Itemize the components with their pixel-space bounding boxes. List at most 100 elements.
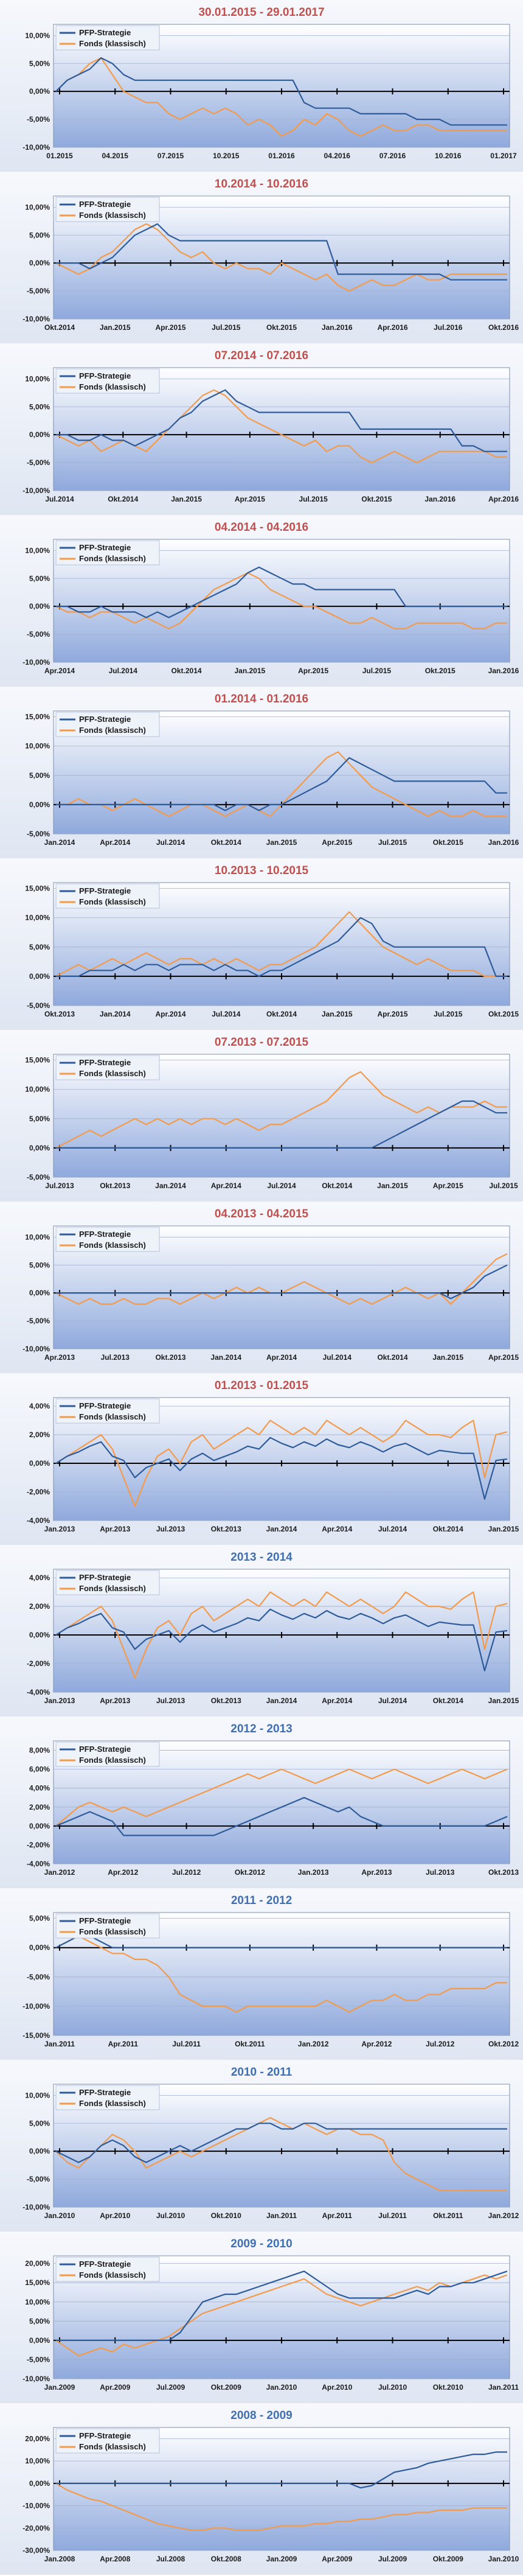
- y-tick-label: 10,00%: [25, 742, 50, 751]
- y-tick-label: -4,00%: [27, 1860, 50, 1868]
- y-tick-label: -4,00%: [27, 1688, 50, 1696]
- y-tick-label: -5,00%: [27, 1973, 50, 1981]
- x-tick-label: Okt.2014: [377, 1353, 407, 1362]
- series-line-pfp-strategie: [56, 1264, 508, 1300]
- y-tick-label: 5,00%: [29, 2317, 50, 2325]
- x-tick-label: Okt.2012: [235, 1868, 265, 1877]
- y-tick-label: 10,00%: [25, 2091, 50, 2099]
- y-tick-label: 5,00%: [29, 231, 50, 239]
- x-tick-label: Apr.2008: [100, 2555, 130, 2563]
- chart-title: 2012 - 2013: [230, 1723, 292, 1735]
- x-tick-label: Okt.2013: [155, 1353, 185, 1362]
- y-tick-label: 5,00%: [29, 59, 50, 68]
- series-line-fonds-klassisch: [55, 1419, 508, 1507]
- x-tick-label: Okt.2010: [211, 2211, 241, 2220]
- series-line-pfp-strategie: [55, 1935, 507, 1948]
- chart-panel: 2012 - 2013 8,00% 6,00% 4,00% 2,00% 0,00% -2,0…: [0, 1717, 523, 1888]
- legend-label: PFP-Strategie: [79, 2088, 131, 2097]
- chart-panel: 2010 - 2011 10,00% 5,00% 0,00% -5,00% -10,00%…: [0, 2060, 523, 2231]
- y-tick-label: -5,00%: [27, 630, 50, 639]
- x-tick-label: Jan.2011: [44, 2040, 75, 2048]
- y-tick-label: -10,00%: [23, 1345, 50, 1353]
- x-tick-label: Apr.2013: [361, 1868, 392, 1877]
- legend-label: PFP-Strategie: [79, 543, 131, 552]
- legend-box: [55, 2256, 160, 2282]
- y-tick-label: 0,00%: [29, 430, 50, 439]
- y-tick-label: 0,00%: [29, 2336, 50, 2345]
- x-tick-label: Jan.2009: [44, 2383, 75, 2392]
- series-line-pfp-strategie: [56, 2451, 507, 2489]
- x-tick-label: Jan.2010: [44, 2211, 75, 2220]
- legend: PFP-Strategie Fonds (klassisch): [55, 712, 160, 737]
- y-tick-label: -5,00%: [27, 2355, 50, 2364]
- chart-title: 07.2013 - 07.2015: [215, 1036, 309, 1049]
- legend-label: Fonds (klassisch): [79, 2442, 146, 2451]
- x-tick-label: Jan.2014: [210, 1353, 241, 1362]
- series-line-fonds-klassisch: [55, 1768, 508, 1827]
- y-tick-label: 5,00%: [29, 1115, 50, 1123]
- x-tick-label: Okt.2015: [433, 838, 463, 847]
- y-tick-label: 15,00%: [25, 884, 50, 893]
- y-tick-label: 4,00%: [29, 1784, 50, 1793]
- line-chart: 10.2014 - 10.2016 10,00% 5,00% 0,00% -5,00% -…: [0, 172, 523, 343]
- x-tick-label: Jul.2015: [212, 323, 241, 332]
- y-tick-label: -5,00%: [27, 115, 50, 124]
- x-tick-label: Okt.2010: [433, 2383, 463, 2392]
- x-tick-label: Jan.2012: [488, 2211, 519, 2220]
- x-tick-label: Jul.2014: [109, 667, 138, 675]
- x-tick-label: Okt.2013: [211, 1696, 241, 1705]
- chart-title: 30.01.2015 - 29.01.2017: [198, 6, 324, 19]
- x-tick-label: Apr.2015: [298, 667, 328, 675]
- y-tick-label: 15,00%: [25, 713, 50, 721]
- x-tick-label: Jul.2015: [489, 1181, 518, 1190]
- legend-label: Fonds (klassisch): [79, 897, 146, 906]
- y-tick-label: 0,00%: [29, 1822, 50, 1830]
- series-line-pfp-strategie: [55, 2123, 507, 2163]
- chart-title: 2008 - 2009: [230, 2409, 292, 2422]
- y-tick-label: 15,00%: [25, 1056, 50, 1065]
- chart-title: 01.2013 - 01.2015: [215, 1379, 309, 1392]
- y-tick-label: 5,00%: [29, 1261, 50, 1269]
- x-tick-label: Okt.2015: [488, 1010, 519, 1018]
- x-tick-label: Jan.2016: [424, 495, 455, 503]
- legend: PFP-Strategie Fonds (klassisch): [55, 1913, 160, 1939]
- x-tick-label: Jul.2013: [45, 1181, 74, 1190]
- x-tick-label: Okt.2011: [235, 2040, 265, 2048]
- y-tick-label: -5,00%: [27, 1001, 50, 1010]
- x-tick-label: Okt.2008: [211, 2555, 241, 2563]
- legend-label: PFP-Strategie: [79, 1573, 131, 1582]
- x-tick-label: Jan.2008: [44, 2555, 75, 2563]
- x-tick-label: Jan.2015: [488, 1696, 519, 1705]
- x-tick-label: Jul.2011: [378, 2211, 407, 2220]
- line-chart: 2009 - 2010 20,00% 15,00% 10,00% 5,00% 0,00% -…: [0, 2231, 523, 2403]
- x-tick-label: Jan.2014: [266, 1525, 297, 1533]
- x-tick-label: Okt.2009: [211, 2383, 241, 2392]
- x-tick-label: Okt.2015: [425, 667, 455, 675]
- x-tick-label: Jul.2014: [378, 1525, 407, 1533]
- x-tick-label: Okt.2014: [108, 495, 138, 503]
- legend: PFP-Strategie Fonds (klassisch): [55, 2428, 160, 2454]
- y-tick-label: 4,00%: [29, 1402, 50, 1410]
- line-chart: 30.01.2015 - 29.01.2017 10,00% 5,00% 0,00% -…: [0, 0, 523, 172]
- chart-panel: 2009 - 2010 20,00% 15,00% 10,00% 5,00% 0,00% -…: [0, 2231, 523, 2403]
- x-tick-label: Apr.2016: [377, 323, 407, 332]
- legend-label: PFP-Strategie: [79, 1058, 131, 1067]
- y-tick-label: 6,00%: [29, 1765, 50, 1774]
- line-chart: 01.2014 - 01.2016 15,00% 10,00% 5,00% 0,00% -…: [0, 687, 523, 858]
- legend-label: Fonds (klassisch): [79, 1241, 146, 1250]
- x-tick-label: 01.2017: [490, 152, 517, 160]
- legend-label: Fonds (klassisch): [79, 2270, 146, 2280]
- y-tick-label: -5,00%: [27, 458, 50, 467]
- line-chart: 10.2013 - 10.2015 15,00% 10,00% 5,00% 0,00% -…: [0, 858, 523, 1030]
- legend: PFP-Strategie Fonds (klassisch): [55, 1570, 160, 1595]
- x-tick-label: Jan.2012: [44, 1868, 75, 1877]
- y-tick-label: 5,00%: [29, 771, 50, 780]
- x-tick-label: Okt.2013: [44, 1010, 75, 1018]
- legend: PFP-Strategie Fonds (klassisch): [55, 540, 160, 565]
- y-tick-label: 0,00%: [29, 1631, 50, 1639]
- x-tick-label: Jul.2008: [156, 2555, 185, 2563]
- chart-panel: 2011 - 2012 5,00% 0,00% -5,00% -10,00% -15,00…: [0, 1888, 523, 2060]
- legend-label: PFP-Strategie: [79, 1401, 131, 1410]
- y-tick-label: -10,00%: [23, 315, 50, 323]
- chart-title: 01.2014 - 01.2016: [215, 693, 308, 705]
